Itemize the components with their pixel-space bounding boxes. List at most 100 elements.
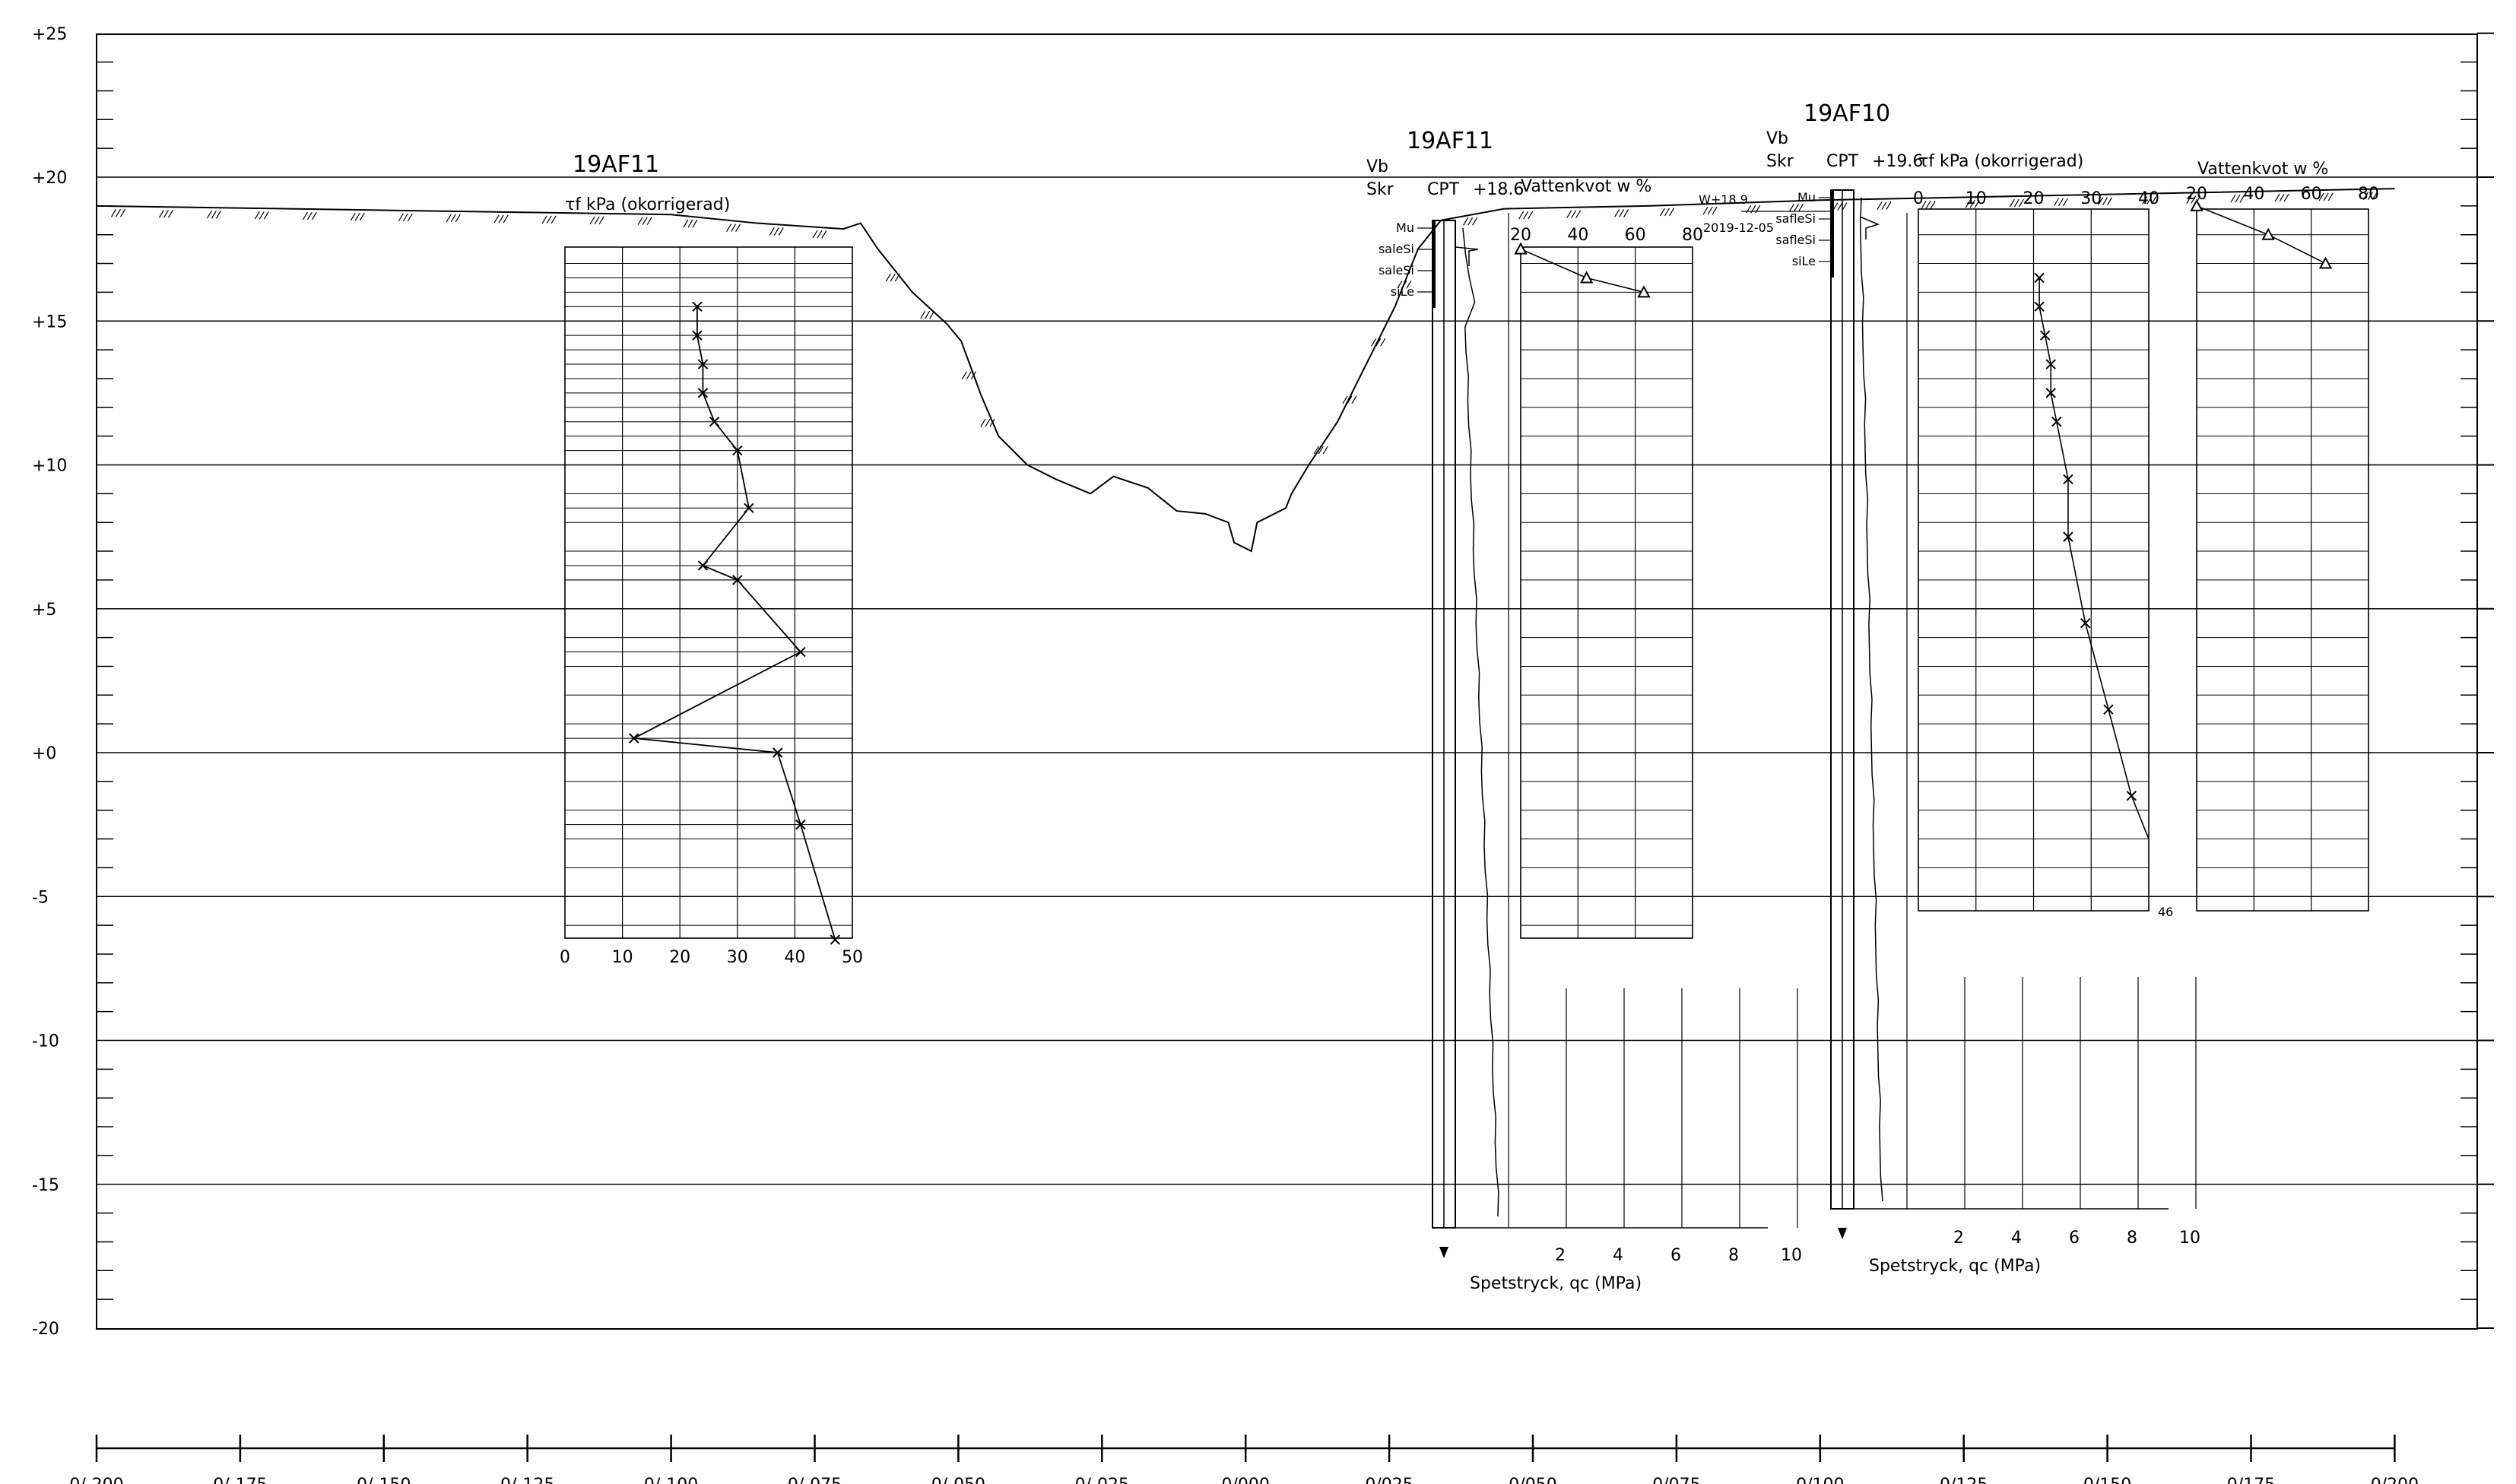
ground-hatch <box>1566 210 1572 219</box>
ground-hatch <box>1318 446 1324 455</box>
borehole2-tau-point <box>2034 272 2045 284</box>
profile1-point <box>697 560 709 571</box>
ground-hatch <box>306 211 313 220</box>
ground-hatch <box>1793 203 1799 212</box>
ground-hatch <box>2318 192 2324 201</box>
ground-hatch <box>637 217 643 226</box>
borehole2-cpt-tick: 2 <box>1953 1229 1964 1248</box>
borehole1-water-point <box>1514 242 1528 255</box>
borehole1-water-tick: 40 <box>1567 226 1588 245</box>
profile1-point <box>732 445 743 456</box>
borehole1-elev: +18.6 <box>1473 180 1524 199</box>
borehole2-tau-tick: 0 <box>1913 189 1924 208</box>
profile1-x-tick: 40 <box>784 948 805 967</box>
profile1-point <box>697 388 709 398</box>
ground-hatch <box>2146 196 2153 205</box>
ground-hatch <box>1575 210 1582 219</box>
elev-tick-label: +0 <box>32 744 56 763</box>
ground-hatch <box>2279 193 2285 202</box>
borehole1-cpt-tick: 10 <box>1781 1246 1802 1265</box>
borehole2-method-skr: Skr <box>1766 152 1794 171</box>
ground-hatch <box>985 418 991 427</box>
ground-hatch <box>1614 209 1620 217</box>
borehole1-cpt-trace <box>1462 227 1499 1217</box>
ground-hatch <box>1472 217 1478 226</box>
ground-hatch <box>970 371 976 380</box>
profile1-x-tick: 10 <box>612 948 633 967</box>
ground-hatch <box>894 273 900 282</box>
borehole1-water-tick: 20 <box>1510 226 1531 245</box>
borehole2-title: 19AF10 <box>1804 100 1890 127</box>
ground-hatch <box>2327 192 2334 201</box>
ground-hatch <box>817 230 823 239</box>
ground-hatch <box>1886 201 1892 210</box>
ground-hatch <box>1974 199 1980 208</box>
chainage-tick-label: 0/-125 <box>500 1476 554 1484</box>
borehole1-cpt-xlabel: Spetstryck, qc (MPa) <box>1470 1274 1642 1293</box>
ground-hatch <box>1842 202 1848 211</box>
borehole2-tau-extra: 46 <box>2158 905 2173 919</box>
borehole2-cpt-tick: 10 <box>2179 1229 2200 1248</box>
ground-hatch <box>1463 217 1469 226</box>
borehole2-tau-label: τf kPa (okorrigerad) <box>1918 152 2083 171</box>
profile1-point <box>709 417 720 427</box>
borehole2-tau-point <box>2039 330 2051 341</box>
ground-hatch <box>1322 446 1328 455</box>
chainage-tick-label: 0/200 <box>2371 1476 2419 1484</box>
ground-hatch <box>1788 203 1794 212</box>
elev-tick-label: -15 <box>32 1176 59 1195</box>
ground-hatch <box>2362 192 2368 201</box>
ground-hatch <box>1965 199 1971 208</box>
ground-hatch <box>455 214 461 223</box>
borehole2-tau-tick: 40 <box>2138 189 2159 208</box>
ground-hatch <box>989 418 995 427</box>
borehole2-water-date: 2019-12-05 <box>1703 220 1774 235</box>
borehole1-cpt-label: CPT <box>1427 180 1460 199</box>
ground-hatch <box>407 213 413 222</box>
ground-hatch <box>263 211 269 220</box>
ground-hatch <box>163 209 169 218</box>
ground-hatch <box>503 214 509 224</box>
ground-hatch <box>1664 208 1670 217</box>
borehole1-soil-label: saleSi <box>1379 263 1414 277</box>
ground-hatch <box>498 214 504 224</box>
ground-hatch <box>646 217 652 226</box>
elevation-axis: +25 +20 +15 +10 +5 +0 -5 -10 -15 -20 <box>32 25 2494 1339</box>
ground-hatch <box>1925 201 1931 209</box>
ground-hatch <box>773 227 779 236</box>
borehole2-water-tick: 60 <box>2301 185 2322 204</box>
profile-19af11-shear: 19AF11 τf kPa (okorrigerad) 0 10 20 30 40 50 <box>560 151 863 967</box>
borehole2-elev: +19.6 <box>1872 152 1923 171</box>
elev-tick-label: -5 <box>32 888 49 907</box>
ground-hatch <box>920 310 926 319</box>
ground-hatch <box>1969 199 1975 208</box>
ground-hatch <box>961 371 967 380</box>
borehole1-title: 19AF11 <box>1407 128 1493 154</box>
ground-hatch <box>885 273 891 282</box>
chainage-tick-label: 0/050 <box>1509 1476 1556 1484</box>
ground-hatch <box>1342 395 1348 404</box>
ground-hatch <box>2283 193 2289 202</box>
ground-hatch <box>2142 196 2148 205</box>
borehole1-water-tick: 80 <box>1682 226 1703 245</box>
ground-hatch <box>2239 194 2245 203</box>
ground-hatch <box>2062 198 2068 207</box>
borehole2-method-vb: Vb <box>1766 129 1788 148</box>
ground-hatch <box>1571 210 1577 219</box>
borehole2-cpt-label: CPT <box>1826 152 1859 171</box>
ground-hatch <box>2230 194 2236 203</box>
borehole2-water-title: Vattenkvot w % <box>2197 160 2328 179</box>
ground-hatch <box>1797 203 1804 212</box>
borehole1-water-point <box>1579 271 1594 284</box>
profile1-x-tick: 20 <box>669 948 690 967</box>
borehole2-soil-label: safleSi <box>1775 233 1816 247</box>
borehole2-tau-point <box>2045 359 2056 369</box>
borehole2-soil-label: Mu <box>1797 190 1816 205</box>
ground-hatch <box>550 215 557 224</box>
borehole2-tau-line <box>2038 277 2150 839</box>
ground-hatch <box>2191 195 2197 204</box>
ground-hatch <box>1528 211 1534 220</box>
borehole1-water-tick: 60 <box>1625 226 1646 245</box>
ground-hatch <box>546 215 552 224</box>
ground-hatch <box>1877 201 1883 210</box>
